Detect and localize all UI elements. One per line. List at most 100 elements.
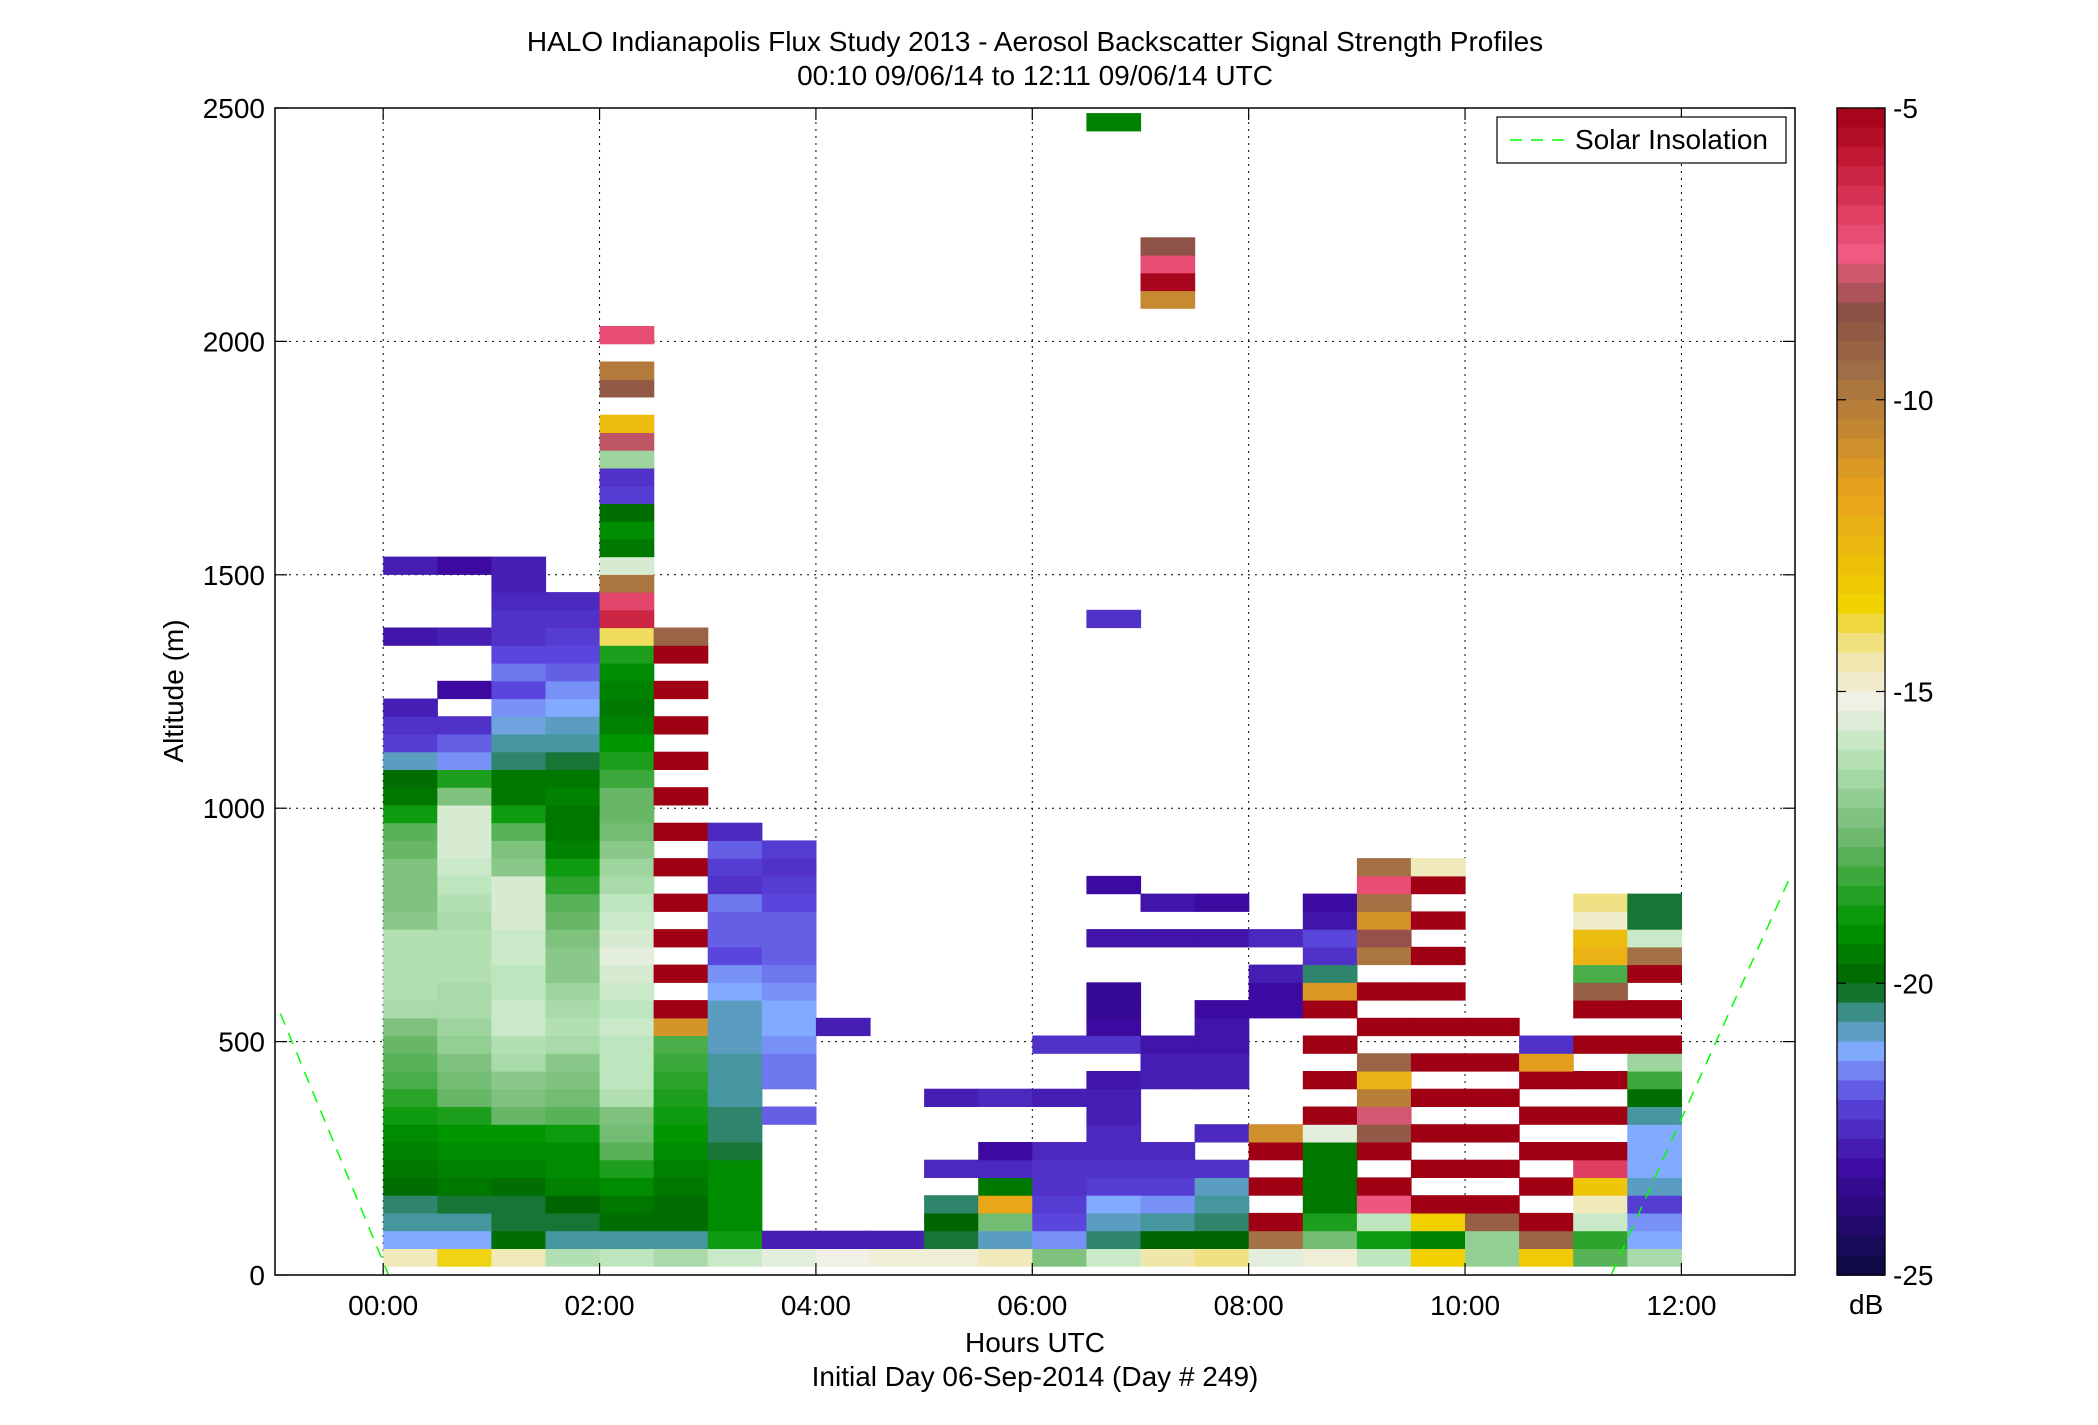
heatmap-cell [1302, 911, 1358, 930]
x-axis-label: Hours UTC [965, 1327, 1105, 1358]
heatmap-cell [1356, 893, 1412, 912]
heatmap-cell [707, 1000, 763, 1019]
colorbar-unit-label: dB [1849, 1289, 1883, 1320]
heatmap-cell [1086, 1000, 1142, 1019]
heatmap-cell [1519, 1212, 1574, 1232]
heatmap-cell [653, 929, 709, 948]
colorbar-band [1837, 360, 1885, 382]
colorbar-band [1837, 866, 1885, 887]
heatmap-cell [1248, 1124, 1304, 1143]
heatmap-cell [1140, 1035, 1196, 1054]
colorbar-band [1837, 944, 1885, 965]
heatmap-cell [1410, 1230, 1466, 1249]
heatmap-cell [1302, 1248, 1358, 1267]
heatmap-cell [383, 1212, 438, 1232]
heatmap-cell [491, 822, 547, 841]
heatmap-cell [437, 1071, 492, 1090]
heatmap-cell [491, 911, 547, 930]
heatmap-cell [1465, 1017, 1520, 1037]
heatmap-cell [1302, 1159, 1358, 1178]
heatmap-cell [437, 1088, 492, 1107]
heatmap-cell [1465, 1248, 1520, 1267]
heatmap-cell [761, 929, 817, 948]
solar-insolation-segment [279, 1013, 390, 1275]
heatmap-cell [491, 858, 547, 877]
heatmap-cell [1302, 1195, 1358, 1214]
heatmap-cell [1086, 875, 1142, 895]
heatmap-cell [1140, 1053, 1196, 1072]
heatmap-cell [545, 1142, 601, 1161]
heatmap-cell [437, 1106, 492, 1125]
heatmap-cell [599, 592, 655, 611]
colorbar-band [1837, 380, 1885, 401]
heatmap-cell [1194, 1035, 1250, 1054]
heatmap-cell [1086, 1106, 1142, 1125]
heatmap-cell [1140, 1071, 1196, 1090]
heatmap-cell [599, 326, 655, 345]
colorbar-band [1837, 497, 1885, 518]
heatmap-cell [1356, 911, 1412, 930]
solar-insolation-line [279, 877, 1791, 1275]
heatmap-cell [1410, 1088, 1466, 1107]
heatmap-cell [1627, 1035, 1682, 1054]
heatmap-cell [545, 769, 601, 788]
heatmap-cell [1140, 893, 1196, 912]
heatmap-cell [1086, 982, 1142, 1001]
colorbar-band [1837, 1158, 1885, 1179]
heatmap-cell [1410, 1159, 1466, 1178]
heatmap-cell [1627, 1124, 1682, 1143]
heatmap-cell [599, 929, 655, 948]
heatmap-cell [1140, 1248, 1196, 1267]
heatmap-cell [1086, 1142, 1142, 1161]
heatmap-cell [653, 964, 709, 983]
heatmap-cell [383, 911, 438, 930]
heatmap-cell [1627, 946, 1682, 966]
heatmap-cell [545, 946, 601, 966]
heatmap-cell [1086, 1212, 1142, 1232]
heatmap-cell [1356, 1142, 1412, 1161]
heatmap-cell [1248, 1230, 1304, 1249]
heatmap-cell [545, 663, 601, 682]
colorbar-tick-label: -15 [1893, 677, 1933, 708]
heatmap-cell [1086, 1017, 1142, 1037]
heatmap-cell [1140, 1177, 1196, 1196]
heatmap-cell [1627, 964, 1682, 983]
colorbar-band [1837, 108, 1885, 129]
heatmap-cell [491, 592, 547, 611]
heatmap-cell [599, 751, 655, 770]
colorbar-band [1837, 652, 1885, 673]
colorbar-band [1837, 905, 1885, 926]
heatmap-cell [491, 1212, 547, 1232]
colorbar-band [1837, 749, 1885, 771]
heatmap-cell [1573, 929, 1628, 948]
colorbar-band [1837, 1061, 1885, 1082]
heatmap-cell [437, 556, 492, 575]
heatmap-cell [653, 1017, 709, 1037]
heatmap-cell [599, 1035, 655, 1054]
heatmap-cell [1194, 1053, 1250, 1072]
heatmap-cell [653, 680, 709, 700]
heatmap-cell [491, 1177, 547, 1196]
legend-solar-label: Solar Insolation [1575, 124, 1768, 155]
colorbar-band [1837, 399, 1885, 420]
heatmap-cell [653, 1106, 709, 1125]
heatmap-cell [1410, 1124, 1466, 1143]
colorbar-band [1837, 283, 1885, 304]
heatmap-cell [1140, 929, 1196, 948]
heatmap-cell [599, 946, 655, 966]
heatmap-cell [1302, 946, 1358, 966]
heatmap-cell [653, 627, 709, 646]
heatmap-cell [978, 1212, 1033, 1232]
heatmap-cell [761, 964, 817, 983]
y-axis-label: Altitude (m) [158, 619, 189, 762]
heatmap-cell [1627, 929, 1682, 948]
heatmap-cell [1194, 893, 1250, 912]
heatmap-cell [1627, 1177, 1682, 1196]
heatmap-cell [1140, 1212, 1196, 1232]
heatmap-cell [924, 1088, 979, 1107]
heatmap-cell [978, 1159, 1033, 1178]
heatmap-cell [491, 1142, 547, 1161]
heatmap-cell [437, 1230, 492, 1249]
colorbar-band [1837, 555, 1885, 576]
heatmap-cell [1356, 1053, 1412, 1072]
